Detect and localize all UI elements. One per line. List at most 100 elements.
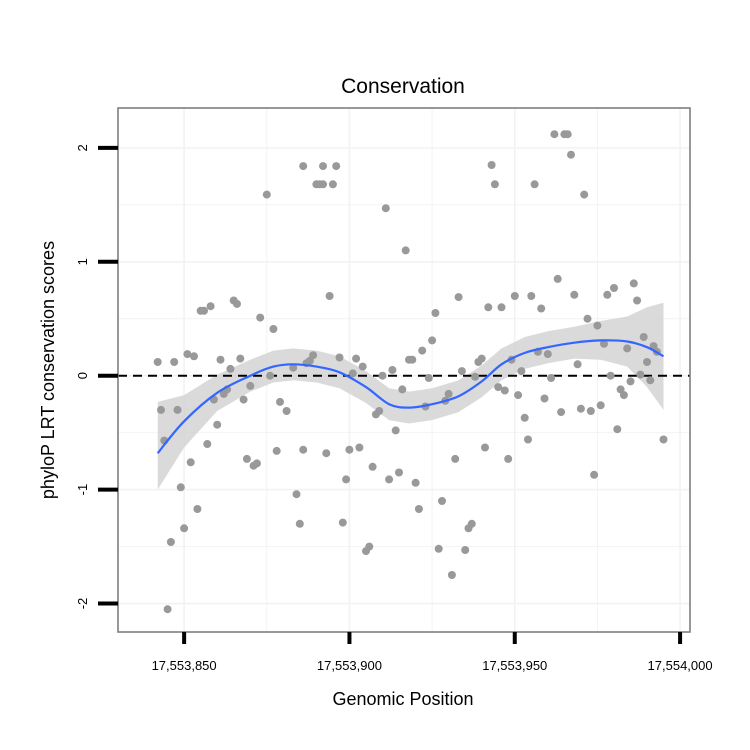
data-point xyxy=(527,292,536,300)
data-point xyxy=(514,391,523,400)
data-point xyxy=(332,162,341,171)
x-tick-label: 17,553,900 xyxy=(317,658,382,673)
data-point xyxy=(282,407,291,415)
data-point xyxy=(603,290,612,299)
data-point xyxy=(547,374,556,382)
data-point xyxy=(262,190,271,199)
data-point xyxy=(233,299,241,308)
data-point xyxy=(272,446,281,455)
data-point xyxy=(375,407,384,415)
data-point xyxy=(540,394,549,403)
data-point xyxy=(295,519,304,528)
x-tick-label: 17,553,950 xyxy=(482,658,547,673)
y-tick-label: 1 xyxy=(75,258,90,265)
data-point xyxy=(401,246,410,255)
data-point xyxy=(289,363,298,372)
data-point xyxy=(596,401,605,410)
data-point xyxy=(365,542,374,551)
data-point xyxy=(524,435,532,444)
data-point xyxy=(352,354,361,363)
data-point xyxy=(348,369,357,378)
data-point xyxy=(378,371,387,380)
data-point xyxy=(206,302,215,311)
data-point xyxy=(481,443,489,452)
data-point xyxy=(226,364,235,373)
data-point xyxy=(606,371,615,380)
data-point xyxy=(643,358,651,366)
data-point xyxy=(190,352,198,361)
data-point xyxy=(626,377,635,386)
data-point xyxy=(580,190,589,199)
data-point xyxy=(163,605,172,614)
data-point xyxy=(299,445,308,454)
data-point xyxy=(157,405,165,414)
data-point xyxy=(213,420,222,429)
data-point xyxy=(319,180,327,189)
data-point xyxy=(557,408,566,417)
data-point xyxy=(530,180,539,189)
data-point xyxy=(381,204,390,213)
data-point xyxy=(636,370,645,379)
data-point xyxy=(454,293,463,302)
data-point xyxy=(487,161,496,169)
data-point xyxy=(309,351,318,360)
data-point xyxy=(520,413,529,422)
data-point xyxy=(388,366,397,374)
data-point xyxy=(153,358,162,366)
y-tick-label: -1 xyxy=(75,484,90,496)
y-axis-title: phyloP LRT conservation scores xyxy=(38,241,58,499)
data-point xyxy=(236,354,245,363)
data-point xyxy=(639,333,648,341)
data-point xyxy=(494,383,503,392)
data-point xyxy=(395,468,403,477)
data-point xyxy=(457,367,466,376)
data-point xyxy=(338,518,347,527)
data-point xyxy=(256,313,265,322)
data-point xyxy=(345,445,354,454)
data-point xyxy=(590,470,599,479)
data-point xyxy=(368,462,377,471)
data-point xyxy=(166,538,175,546)
data-point xyxy=(173,405,182,414)
data-point xyxy=(610,284,618,292)
data-point xyxy=(563,130,572,139)
data-point xyxy=(629,279,638,288)
x-axis-title: Genomic Position xyxy=(332,689,473,709)
data-point xyxy=(586,407,595,415)
data-points xyxy=(153,130,668,614)
data-point xyxy=(408,355,417,364)
data-point xyxy=(497,303,506,312)
data-point xyxy=(461,546,470,554)
data-point xyxy=(170,358,179,366)
chart-title: Conservation xyxy=(341,75,465,98)
data-point xyxy=(471,372,480,381)
data-point xyxy=(570,290,579,299)
y-tick-label: 0 xyxy=(75,372,90,379)
data-point xyxy=(600,339,608,348)
data-point xyxy=(355,443,364,452)
data-point xyxy=(216,355,225,364)
x-axis: 17,553,850 17,553,900 17,553,950 17,554,000 xyxy=(152,632,713,673)
data-point xyxy=(183,350,192,359)
data-point xyxy=(418,346,427,355)
data-point xyxy=(543,350,552,359)
data-point xyxy=(477,354,486,363)
smooth-trend-line xyxy=(156,339,665,454)
data-point xyxy=(276,397,284,406)
data-point xyxy=(659,435,668,444)
data-point xyxy=(242,454,251,463)
data-point xyxy=(299,162,308,171)
data-point xyxy=(504,454,513,463)
data-point xyxy=(398,385,407,394)
data-point xyxy=(411,478,420,487)
data-point xyxy=(583,314,592,323)
x-tick-label: 17,553,850 xyxy=(152,658,217,673)
data-point xyxy=(537,304,546,313)
data-point xyxy=(517,367,526,376)
data-point xyxy=(447,571,456,579)
plot-background xyxy=(118,108,690,632)
data-point xyxy=(553,274,562,283)
data-point xyxy=(246,381,255,390)
data-point xyxy=(391,426,400,435)
data-point xyxy=(633,296,642,305)
